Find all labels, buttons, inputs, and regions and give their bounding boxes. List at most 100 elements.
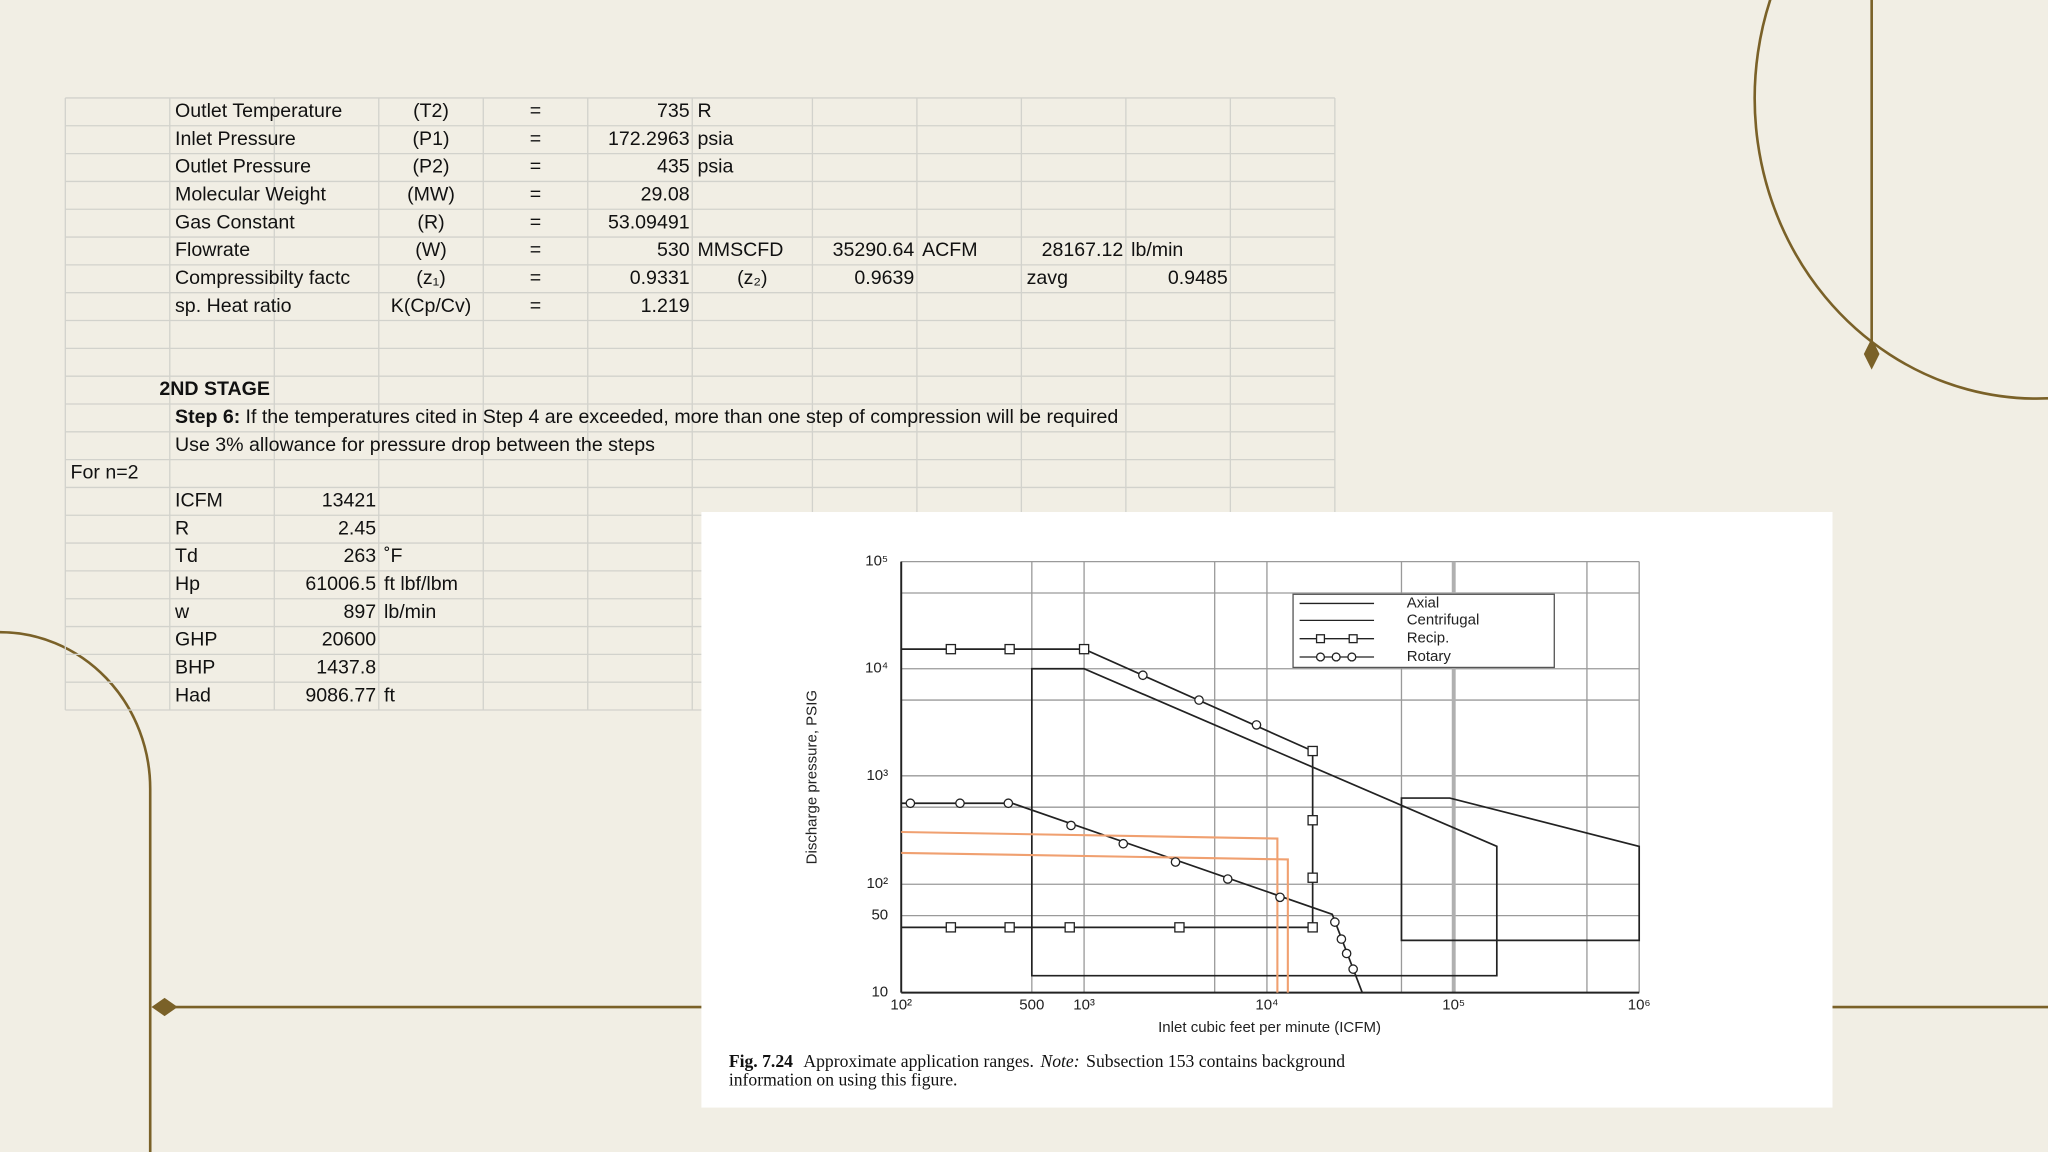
marker bbox=[1118, 838, 1129, 849]
cell: Outlet Temperature bbox=[175, 100, 342, 122]
cell: 2.45 bbox=[338, 517, 376, 539]
cell: Use 3% allowance for pressure drop betwe… bbox=[175, 434, 655, 456]
legend-label: Rotary bbox=[1407, 648, 1452, 665]
cell: (z₂) bbox=[737, 267, 767, 289]
marker bbox=[1138, 670, 1148, 681]
x-tick-label: 500 bbox=[1019, 997, 1044, 1014]
y-tick-label: 10⁴ bbox=[865, 660, 888, 677]
cell: = bbox=[530, 128, 541, 150]
legend-label: Centrifugal bbox=[1407, 611, 1480, 628]
y-tick-label: 10³ bbox=[866, 767, 888, 784]
x-tick-label: 10³ bbox=[1073, 997, 1095, 1014]
cell: = bbox=[530, 156, 541, 178]
cell: 20600 bbox=[322, 629, 377, 651]
cell: 53.09491 bbox=[608, 211, 690, 233]
cell: = bbox=[530, 267, 541, 289]
cell: 61006.5 bbox=[305, 573, 376, 595]
cell: 13421 bbox=[322, 490, 376, 512]
legend-label: Recip. bbox=[1407, 630, 1450, 647]
cell: = bbox=[530, 184, 541, 206]
marker bbox=[955, 798, 965, 809]
cell: (R) bbox=[417, 211, 444, 233]
cell: GHP bbox=[175, 629, 217, 651]
cell: Flowrate bbox=[175, 239, 250, 261]
marker bbox=[1307, 745, 1318, 757]
axial-region bbox=[1400, 797, 1641, 942]
cell: 1.219 bbox=[641, 295, 690, 317]
cell: 9086.77 bbox=[305, 684, 376, 706]
cell: ˚F bbox=[384, 545, 403, 567]
marker bbox=[1003, 798, 1014, 809]
caption-note: Note: bbox=[1039, 1051, 1079, 1071]
marker bbox=[1341, 948, 1352, 959]
marker bbox=[1307, 815, 1318, 826]
marker bbox=[905, 798, 916, 809]
cell-label: Step 6: bbox=[175, 406, 240, 428]
cell: For n=2 bbox=[71, 462, 139, 484]
cell: lb/min bbox=[384, 601, 436, 623]
marker bbox=[1307, 872, 1318, 883]
cell: ACFM bbox=[922, 239, 977, 261]
cell: MMSCFD bbox=[697, 239, 783, 261]
cell: (W) bbox=[415, 239, 447, 261]
cell: Molecular Weight bbox=[175, 184, 326, 206]
marker bbox=[1251, 720, 1262, 730]
cell: psia bbox=[697, 156, 733, 178]
caption: information on using this figure. bbox=[729, 1069, 958, 1089]
marker bbox=[945, 922, 957, 933]
figure: Axial Centrifugal Recip. Rotary 10⁵ 10⁴ … bbox=[701, 512, 1833, 1108]
cell: 530 bbox=[657, 239, 690, 261]
cell: w bbox=[174, 601, 190, 623]
legend-label: Axial bbox=[1407, 594, 1440, 611]
cell: Compressibilty factc bbox=[175, 267, 350, 289]
caption-label: Fig. 7.24 bbox=[729, 1051, 793, 1071]
cell: Gas Constant bbox=[175, 211, 295, 233]
highlight-line bbox=[901, 851, 1289, 993]
y-tick-label: 50 bbox=[871, 907, 888, 924]
marker bbox=[1078, 643, 1090, 655]
cell: 1437.8 bbox=[316, 656, 376, 678]
cell: = bbox=[530, 211, 541, 233]
cell: (MW) bbox=[407, 184, 455, 206]
cell: BHP bbox=[175, 656, 215, 678]
cell: sp. Heat ratio bbox=[175, 295, 292, 317]
cell: 0.9639 bbox=[854, 267, 914, 289]
x-tick-label: 10⁶ bbox=[1628, 997, 1651, 1014]
marker bbox=[1174, 922, 1185, 933]
cell: 28167.12 bbox=[1042, 239, 1124, 261]
cell: 2ND STAGE bbox=[159, 378, 270, 400]
marker bbox=[1275, 892, 1285, 903]
cell: (P1) bbox=[413, 128, 450, 150]
x-tick-label: 10⁵ bbox=[1442, 997, 1465, 1014]
cell-text: Step 6: If the temperatures cited in Step… bbox=[175, 406, 1118, 428]
spreadsheet: Outlet Temperature (T2) = 735 R Inlet Pressur… bbox=[64, 97, 1336, 711]
caption-text: Subsection 153 contains background bbox=[1086, 1051, 1345, 1071]
marker bbox=[1348, 964, 1358, 974]
deco-arc bbox=[1753, 0, 2048, 400]
cell: 435 bbox=[657, 156, 690, 178]
cell: ICFM bbox=[175, 490, 223, 512]
cell: Inlet Pressure bbox=[175, 128, 296, 150]
cell: R bbox=[175, 517, 189, 539]
y-tick-label: 10⁵ bbox=[865, 553, 888, 570]
x-tick-label: 10⁴ bbox=[1255, 997, 1278, 1014]
caption: Fig. 7.24 Approximate application ranges.… bbox=[729, 1051, 1345, 1071]
cell: K(Cp/Cv) bbox=[391, 295, 472, 317]
cell: psia bbox=[697, 128, 733, 150]
markers bbox=[905, 643, 1358, 974]
marker bbox=[1194, 695, 1204, 705]
cell: 0.9485 bbox=[1168, 267, 1228, 289]
y-tick-label: 10 bbox=[871, 984, 888, 1001]
legend-marker bbox=[1315, 652, 1326, 662]
cell: = bbox=[530, 239, 541, 261]
cell-text: If the temperatures cited in Step 4 are … bbox=[246, 406, 1119, 428]
marker bbox=[1170, 857, 1181, 867]
x-axis-label: Inlet cubic feet per minute (ICFM) bbox=[1158, 1019, 1381, 1036]
cell: ft bbox=[384, 684, 395, 706]
cell: 35290.64 bbox=[833, 239, 915, 261]
marker bbox=[1004, 643, 1015, 655]
legend-marker bbox=[1315, 634, 1326, 644]
y-tick-label: 10² bbox=[866, 875, 888, 892]
marker bbox=[1064, 922, 1075, 933]
marker bbox=[1336, 934, 1347, 944]
